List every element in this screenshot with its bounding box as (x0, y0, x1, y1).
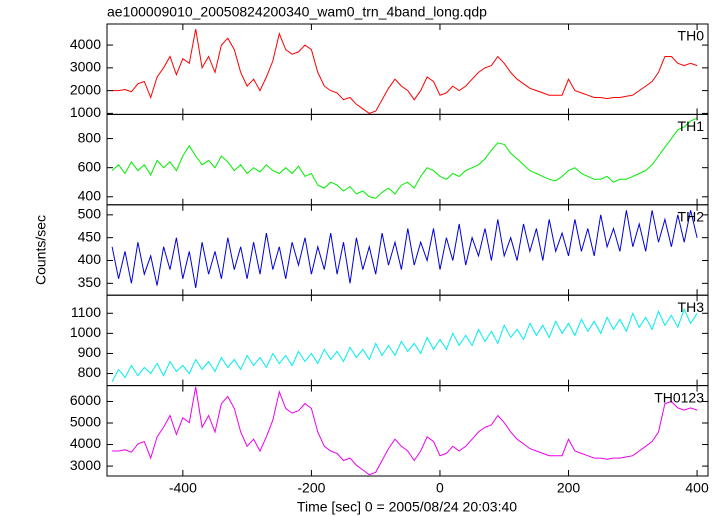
y-tick-label: 350 (78, 274, 102, 290)
series-label: TH0 (678, 28, 705, 44)
series-label: TH2 (678, 209, 705, 225)
y-axis-label: Counts/sec (33, 215, 49, 285)
chart-title: ae100009010_20050824200340_wam0_trn_4ban… (107, 4, 487, 20)
y-tick-label: 800 (78, 129, 102, 145)
series-label: TH1 (678, 118, 705, 134)
y-tick-label: 400 (78, 187, 102, 203)
x-axis-label: Time [sec] 0 = 2005/08/24 20:03:40 (297, 499, 517, 515)
y-tick-label: 900 (78, 344, 102, 360)
x-tick-label: -400 (169, 480, 197, 496)
y-tick-label: 6000 (70, 392, 101, 408)
y-tick-label: 1000 (70, 324, 101, 340)
data-line (111, 307, 698, 382)
y-tick-label: 500 (78, 206, 102, 222)
y-tick-label: 5000 (70, 414, 101, 430)
y-tick-label: 600 (78, 158, 102, 174)
y-tick-label: 4000 (70, 435, 101, 451)
panel-frame (106, 294, 709, 387)
y-tick-label: 4000 (70, 36, 101, 52)
y-tick-label: 1100 (71, 304, 101, 320)
series-label: TH3 (678, 299, 705, 315)
data-line (111, 117, 698, 199)
data-line (112, 29, 698, 114)
y-tick-label: 450 (78, 228, 102, 244)
data-line (112, 386, 698, 476)
data-line (111, 210, 698, 288)
y-tick-label: 3000 (70, 59, 101, 75)
panel-frame (106, 113, 709, 206)
x-tick-label: 0 (436, 480, 444, 496)
panel-frame (106, 204, 709, 296)
y-tick-label: 800 (78, 364, 102, 380)
panel-frame (106, 385, 709, 477)
series-label: TH0123 (654, 389, 704, 405)
y-tick-label: 3000 (70, 457, 101, 473)
x-tick-label: 400 (685, 480, 709, 496)
x-tick-label: -200 (297, 480, 325, 496)
y-tick-label: 2000 (70, 81, 101, 97)
y-tick-label: 400 (78, 251, 102, 267)
y-tick-label: 1000 (70, 104, 101, 120)
x-tick-label: 200 (557, 480, 581, 496)
